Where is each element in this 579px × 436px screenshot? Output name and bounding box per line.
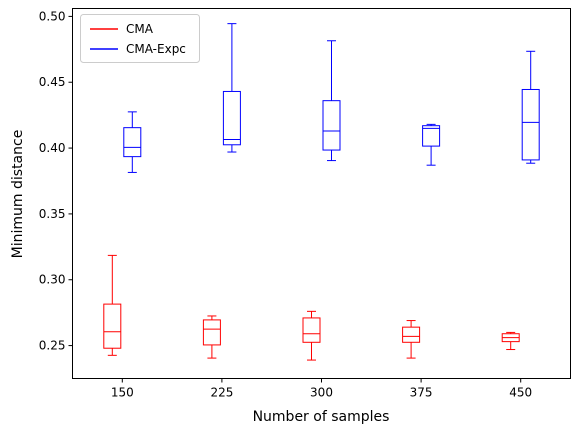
y-tick-label: 0.45 xyxy=(39,75,66,89)
x-tick-label: 225 xyxy=(210,386,233,400)
y-tick-label: 0.40 xyxy=(39,141,66,155)
y-axis-label: Minimum distance xyxy=(10,130,26,259)
legend-label-cma-expc: CMA-Expc xyxy=(126,42,186,56)
y-tick-label: 0.30 xyxy=(39,273,66,287)
x-axis-label: Number of samples xyxy=(253,409,390,425)
x-tick-label: 300 xyxy=(310,386,333,400)
x-tick-label: 150 xyxy=(111,386,134,400)
y-tick-label: 0.25 xyxy=(39,339,66,353)
y-tick-label: 0.35 xyxy=(39,207,66,221)
x-tick-label: 450 xyxy=(509,386,532,400)
legend: CMA CMA-Expc xyxy=(81,15,200,63)
x-tick-label: 375 xyxy=(410,386,433,400)
legend-label-cma: CMA xyxy=(126,22,154,36)
y-tick-label: 0.50 xyxy=(39,9,66,23)
